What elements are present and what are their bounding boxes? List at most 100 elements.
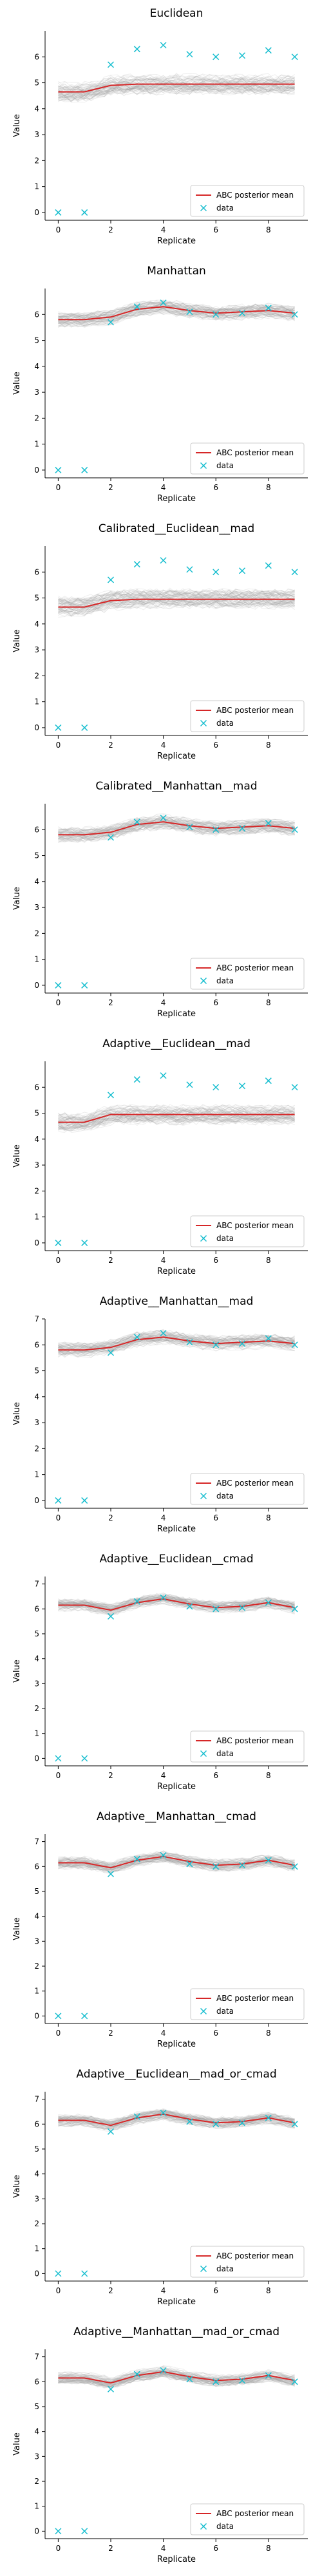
posterior-sample-line (58, 589, 295, 602)
posterior-sample-line (58, 303, 295, 319)
data-point-marker (133, 46, 140, 53)
posterior-sample-line (58, 1854, 295, 1867)
x-axis-label: Replicate (157, 236, 196, 246)
y-tick-label: 6 (34, 2119, 39, 2128)
posterior-sample-line (58, 85, 295, 102)
series-line-abc-posterior-mean (58, 1113, 295, 1123)
posterior-sample-line (58, 303, 295, 323)
y-axis-label: Value (12, 1917, 22, 1940)
posterior-sample-line (58, 82, 295, 99)
y-axis-label: Value (12, 629, 22, 652)
posterior-sample-line (58, 1104, 295, 1121)
posterior-sample-line (58, 2373, 295, 2389)
posterior-sample-line (58, 2116, 295, 2130)
posterior-sample-line (58, 815, 295, 833)
data-point-marker (291, 311, 298, 318)
posterior-sample-line (58, 2368, 295, 2383)
posterior-sample-line (58, 1593, 295, 1607)
posterior-sample-band (58, 299, 295, 328)
y-tick-label: 3 (34, 1160, 39, 1170)
x-tick-label: 8 (266, 998, 271, 1007)
legend: ABC posterior mean data (190, 1988, 305, 2020)
posterior-sample-line (58, 2109, 295, 2122)
posterior-sample-line (58, 820, 295, 840)
x-axis-label: Replicate (157, 1782, 196, 1792)
y-tick-label: 0 (34, 1238, 39, 1247)
y-tick-label: 2 (34, 1186, 39, 1195)
data-point-marker (238, 310, 246, 317)
data-point-marker (213, 1084, 220, 1091)
posterior-sample-line (58, 307, 295, 324)
posterior-sample-line (58, 1108, 295, 1124)
posterior-sample-line (58, 1857, 295, 1870)
posterior-sample-line (58, 84, 295, 99)
posterior-sample-line (58, 1595, 295, 1606)
legend-label: ABC posterior mean (216, 2509, 294, 2518)
data-point-marker (55, 2270, 62, 2277)
posterior-sample-line (58, 72, 295, 89)
x-tick-label: 0 (56, 741, 61, 750)
posterior-sample-line (58, 2112, 295, 2124)
data-point-marker (107, 1613, 115, 1620)
posterior-sample-line (58, 1600, 295, 1615)
posterior-sample-line (58, 818, 295, 834)
posterior-sample-line (58, 1112, 295, 1130)
posterior-sample-line (58, 1114, 295, 1130)
posterior-sample-line (58, 1860, 295, 1872)
x-tick-label: 8 (266, 483, 271, 492)
posterior-sample-line (58, 305, 295, 320)
posterior-sample-line (58, 1106, 295, 1121)
data-point-marker (265, 820, 272, 827)
posterior-sample-band (58, 1329, 295, 1358)
x-axis-label: Replicate (157, 494, 196, 504)
data-point-marker (160, 1852, 167, 1859)
x-tick-label: 4 (161, 2286, 166, 2295)
posterior-sample-line (58, 73, 295, 90)
posterior-sample-line (58, 1593, 295, 1606)
legend-box (190, 1730, 305, 1763)
y-tick-label: 5 (34, 2145, 39, 2154)
posterior-sample-line (58, 306, 295, 324)
posterior-sample-line (58, 1115, 295, 1132)
posterior-sample-line (58, 1104, 295, 1121)
posterior-sample-line (58, 2372, 295, 2385)
legend-label: ABC posterior mean (216, 963, 294, 972)
posterior-sample-line (58, 600, 295, 614)
legend-box (190, 185, 305, 217)
posterior-sample-line (58, 2372, 295, 2383)
posterior-sample-line (58, 1593, 295, 1608)
posterior-sample-line (58, 73, 295, 89)
legend-label: ABC posterior mean (216, 1994, 294, 2003)
y-tick-label: 4 (34, 1654, 39, 1663)
posterior-sample-line (58, 303, 295, 321)
posterior-sample-line (58, 1857, 295, 1868)
posterior-sample-line (58, 300, 295, 319)
posterior-sample-line (58, 2115, 295, 2128)
posterior-sample-line (58, 1859, 295, 1871)
y-tick-label: 7 (34, 2095, 39, 2104)
posterior-sample-line (58, 2374, 295, 2387)
data-point-marker (186, 1081, 193, 1088)
y-axis-label: Value (12, 887, 22, 910)
posterior-sample-line (58, 1117, 295, 1131)
data-point-marker (81, 1239, 88, 1246)
posterior-sample-line (58, 2116, 295, 2130)
y-tick-label: 2 (34, 2219, 39, 2228)
posterior-sample-line (58, 594, 295, 609)
posterior-sample-line (58, 589, 295, 606)
posterior-sample-line (58, 75, 295, 91)
posterior-sample-line (58, 591, 295, 607)
legend-label: ABC posterior mean (216, 191, 294, 200)
posterior-sample-line (58, 1115, 295, 1127)
x-axis-label: Replicate (157, 2555, 196, 2564)
posterior-sample-line (58, 305, 295, 325)
y-tick-label: 6 (34, 567, 39, 576)
posterior-sample-line (58, 84, 295, 99)
data-point-marker (265, 2114, 272, 2121)
posterior-sample-line (58, 2373, 295, 2387)
posterior-sample-line (58, 1598, 295, 1609)
y-tick-label: 1 (34, 955, 39, 964)
posterior-sample-line (58, 1596, 295, 1609)
series-line-abc-posterior-mean (58, 2371, 295, 2384)
posterior-sample-line (58, 2108, 295, 2124)
